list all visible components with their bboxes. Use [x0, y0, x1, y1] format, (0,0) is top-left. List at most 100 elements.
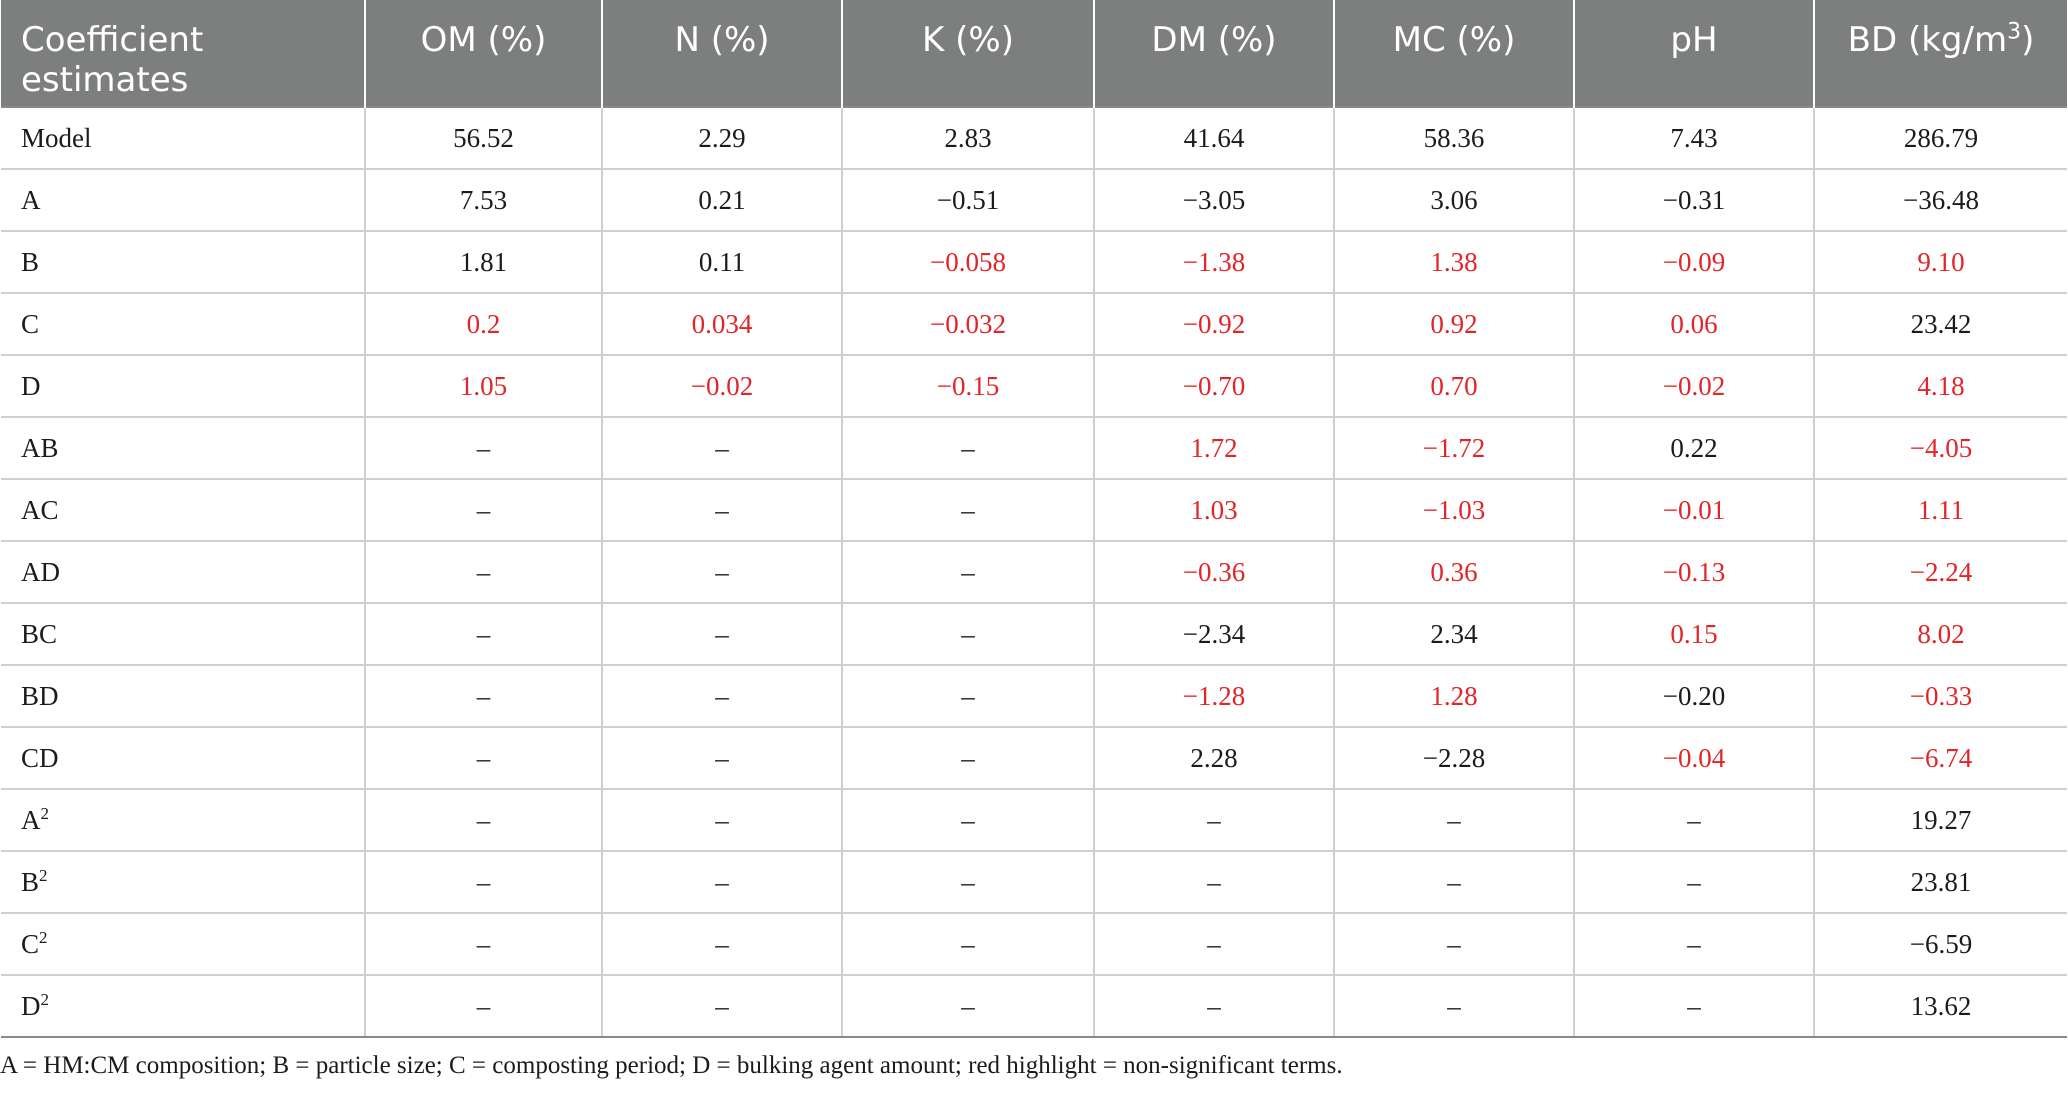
table-row: BC – – – −2.34 2.34 0.15 8.02 [1, 603, 2067, 666]
table-row: AD – – – −0.36 0.36 −0.13 −2.24 [1, 541, 2067, 604]
term-label: C [21, 929, 40, 959]
value-cell: – [1574, 913, 1815, 976]
term-exponent: 2 [40, 990, 50, 1009]
term-cell: C2 [1, 913, 366, 976]
value-cell: – [365, 665, 603, 728]
value-cell: 13.62 [1814, 975, 2067, 1038]
value-cell: – [602, 603, 843, 666]
value-cell: 0.22 [1574, 417, 1815, 480]
value-cell: 7.43 [1574, 106, 1815, 170]
table-row: BD – – – −1.28 1.28 −0.20 −0.33 [1, 665, 2067, 728]
value-cell: −0.02 [602, 355, 843, 418]
value-cell: −0.09 [1574, 231, 1815, 294]
term-cell: AC [1, 479, 366, 542]
value-cell: −0.15 [842, 355, 1095, 418]
table-row: AB – – –1.72 −1.72 0.22 −4.05 [1, 417, 2067, 480]
value-cell: −6.59 [1814, 913, 2067, 976]
value-cell: −2.28 [1334, 727, 1575, 790]
value-cell: −2.34 [1094, 603, 1335, 666]
value-cell: −0.032 [842, 293, 1095, 356]
value-cell: −0.36 [1094, 541, 1335, 604]
value-cell: 7.53 [365, 169, 603, 232]
term-cell: A2 [1, 789, 366, 852]
value-cell: −0.20 [1574, 665, 1815, 728]
term-label: A [21, 184, 41, 215]
table-row: C2– – – – – – −6.59 [1, 913, 2067, 976]
value-cell: – [365, 541, 603, 604]
value-cell: – [842, 603, 1095, 666]
value-cell: −0.31 [1574, 169, 1815, 232]
value-cell: 3.06 [1334, 169, 1575, 232]
term-cell: AD [1, 541, 366, 604]
value-cell: 1.03 [1094, 479, 1335, 542]
term-label: A [21, 805, 41, 835]
value-cell: 0.92 [1334, 293, 1575, 356]
value-cell: 0.11 [602, 231, 843, 294]
value-cell: 41.64 [1094, 106, 1335, 170]
value-cell: 4.18 [1814, 355, 2067, 418]
value-cell: – [365, 479, 603, 542]
term-label: BD [21, 680, 59, 711]
value-cell: −3.05 [1094, 169, 1335, 232]
term-exponent: 2 [39, 866, 48, 885]
value-cell: −1.28 [1094, 665, 1335, 728]
table-footnote: A = HM:CM composition; B = particle size… [0, 1052, 1343, 1079]
value-cell: – [1094, 851, 1335, 914]
value-cell: – [842, 665, 1095, 728]
value-cell: 2.29 [602, 106, 843, 170]
coefficient-table-container: Coefficient estimates OM (%) N (%) K (%)… [1, 0, 2067, 1038]
coefficient-table: Coefficient estimates OM (%) N (%) K (%)… [1, 0, 2067, 1038]
value-cell: 56.52 [365, 106, 603, 170]
table-row: AC – – –1.03 −1.03 −0.01 1.11 [1, 479, 2067, 542]
term-cell: Model [1, 106, 366, 170]
value-cell: 286.79 [1814, 106, 2067, 170]
value-cell: −6.74 [1814, 727, 2067, 790]
value-cell: – [842, 479, 1095, 542]
value-cell: −0.058 [842, 231, 1095, 294]
value-cell: 1.72 [1094, 417, 1335, 480]
value-cell: −0.04 [1574, 727, 1815, 790]
value-cell: – [602, 789, 843, 852]
value-cell: – [842, 851, 1095, 914]
term-exponent: 2 [40, 804, 50, 823]
value-cell: – [602, 541, 843, 604]
value-cell: −1.38 [1094, 231, 1335, 294]
value-cell: 2.83 [842, 106, 1095, 170]
value-cell: −0.70 [1094, 355, 1335, 418]
term-cell: AB [1, 417, 366, 480]
value-cell: −4.05 [1814, 417, 2067, 480]
unit-exponent: 3 [2007, 19, 2022, 45]
value-cell: – [1094, 975, 1335, 1038]
value-cell: 0.21 [602, 169, 843, 232]
header-om: OM (%) [365, 0, 603, 107]
value-cell: 0.2 [365, 293, 603, 356]
value-cell: −0.02 [1574, 355, 1815, 418]
header-mc: MC (%) [1334, 0, 1575, 107]
table-row: A2– – – – – –19.27 [1, 789, 2067, 852]
term-cell: A [1, 169, 366, 232]
value-cell: – [1334, 913, 1575, 976]
header-row: Coefficient estimates OM (%) N (%) K (%)… [1, 0, 2067, 107]
value-cell: −1.72 [1334, 417, 1575, 480]
value-cell: – [1574, 851, 1815, 914]
term-label: C [21, 308, 40, 339]
term-cell: D2 [1, 975, 366, 1038]
table-row: C 0.2 0.034 −0.032 −0.92 0.92 0.06 23.42 [1, 293, 2067, 356]
value-cell: – [602, 417, 843, 480]
term-cell: CD [1, 727, 366, 790]
value-cell: – [602, 665, 843, 728]
term-cell: BD [1, 665, 366, 728]
value-cell: 9.10 [1814, 231, 2067, 294]
value-cell: – [365, 789, 603, 852]
value-cell: 0.15 [1574, 603, 1815, 666]
term-label: AD [21, 556, 60, 587]
table-row: CD – – –2.28 −2.28 −0.04 −6.74 [1, 727, 2067, 790]
value-cell: – [602, 727, 843, 790]
value-cell: 0.70 [1334, 355, 1575, 418]
header-k: K (%) [842, 0, 1095, 107]
header-dm: DM (%) [1094, 0, 1335, 107]
value-cell: – [842, 789, 1095, 852]
table-body: Model 56.52 2.29 2.83 41.64 58.36 7.43 286.79 A 7… [1, 106, 2067, 1038]
value-cell: – [842, 417, 1095, 480]
term-cell: C [1, 293, 366, 356]
